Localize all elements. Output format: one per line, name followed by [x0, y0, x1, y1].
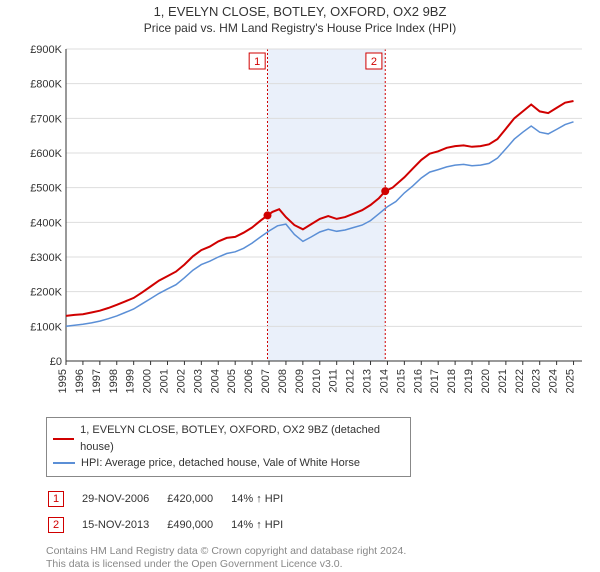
x-tick-label: 2015: [395, 369, 407, 393]
x-tick-label: 1996: [74, 369, 86, 393]
x-tick-label: 2007: [260, 369, 272, 393]
x-tick-label: 1995: [57, 369, 69, 393]
chart-container: £0 £100K £200K £300K £400K £500K £600K £700K £80…: [20, 41, 590, 411]
legend-item: HPI: Average price, detached house, Vale…: [53, 455, 404, 472]
marker-delta: 14% ↑ HPI: [231, 487, 299, 511]
x-tick-label: 2001: [159, 369, 171, 393]
x-tick-label: 2002: [175, 369, 187, 393]
x-tick-label: 2003: [192, 369, 204, 393]
marker-price: £490,000: [167, 513, 229, 537]
x-tick-label: 2023: [531, 369, 543, 393]
marker-badge-text: 1: [254, 56, 260, 68]
y-tick-label: £200K: [30, 287, 62, 299]
x-tick-label: 1999: [125, 369, 137, 393]
x-tick-label: 1997: [91, 369, 103, 393]
footer-line: This data is licensed under the Open Gov…: [46, 558, 600, 572]
marker-date: 29-NOV-2006: [82, 487, 165, 511]
page-title: 1, EVELYN CLOSE, BOTLEY, OXFORD, OX2 9BZ: [0, 0, 600, 19]
marker-row: 1 29-NOV-2006£420,00014% ↑ HPI: [48, 487, 299, 511]
marker-delta: 14% ↑ HPI: [231, 513, 299, 537]
x-tick-label: 2018: [446, 369, 458, 393]
highlight-band: [267, 49, 385, 361]
y-tick-label: £500K: [30, 183, 62, 195]
legend-swatch: [53, 438, 74, 440]
x-tick-label: 2017: [429, 369, 441, 393]
marker-badge: 2: [48, 517, 64, 533]
legend-box: 1, EVELYN CLOSE, BOTLEY, OXFORD, OX2 9BZ…: [46, 417, 411, 477]
footer-line: Contains HM Land Registry data © Crown c…: [46, 545, 600, 559]
x-tick-label: 2013: [362, 369, 374, 393]
legend-label: 1, EVELYN CLOSE, BOTLEY, OXFORD, OX2 9BZ…: [80, 422, 404, 455]
y-tick-label: £800K: [30, 79, 62, 91]
y-tick-label: £900K: [30, 44, 62, 56]
y-tick-label: £100K: [30, 321, 62, 333]
x-tick-label: 2011: [328, 369, 340, 393]
x-tick-label: 2005: [226, 369, 238, 393]
x-tick-label: 2020: [480, 369, 492, 393]
x-tick-label: 2008: [277, 369, 289, 393]
line-chart: £0 £100K £200K £300K £400K £500K £600K £700K £80…: [20, 41, 590, 411]
y-tick-label: £700K: [30, 113, 62, 125]
x-tick-label: 2025: [565, 369, 577, 393]
x-tick-label: 2016: [412, 369, 424, 393]
legend-swatch: [53, 462, 75, 464]
x-tick-label: 2024: [548, 369, 560, 393]
x-tick-label: 2000: [142, 369, 154, 393]
legend-label: HPI: Average price, detached house, Vale…: [81, 455, 360, 472]
y-tick-label: £600K: [30, 148, 62, 160]
marker-row: 2 15-NOV-2013£490,00014% ↑ HPI: [48, 513, 299, 537]
marker-date: 15-NOV-2013: [82, 513, 165, 537]
x-tick-label: 2012: [345, 369, 357, 393]
y-tick-label: £300K: [30, 252, 62, 264]
footer-attribution: Contains HM Land Registry data © Crown c…: [46, 545, 600, 572]
marker-badge: 1: [48, 491, 64, 507]
marker-dot: [381, 187, 389, 195]
marker-dot: [263, 211, 271, 219]
marker-table: 1 29-NOV-2006£420,00014% ↑ HPI 2 15-NOV-201…: [46, 485, 301, 539]
x-tick-label: 2010: [311, 369, 323, 393]
x-tick-label: 2004: [209, 369, 221, 393]
marker-price: £420,000: [167, 487, 229, 511]
page-subtitle: Price paid vs. HM Land Registry's House …: [0, 19, 600, 41]
x-tick-label: 2022: [514, 369, 526, 393]
x-tick-label: 1998: [108, 369, 120, 393]
marker-badge-text: 2: [371, 56, 377, 68]
x-tick-label: 2021: [497, 369, 509, 393]
y-tick-label: £400K: [30, 217, 62, 229]
x-tick-label: 2009: [294, 369, 306, 393]
x-tick-label: 2014: [378, 369, 390, 393]
x-tick-label: 2019: [463, 369, 475, 393]
x-tick-label: 2006: [243, 369, 255, 393]
y-tick-label: £0: [50, 356, 62, 368]
legend-item: 1, EVELYN CLOSE, BOTLEY, OXFORD, OX2 9BZ…: [53, 422, 404, 455]
